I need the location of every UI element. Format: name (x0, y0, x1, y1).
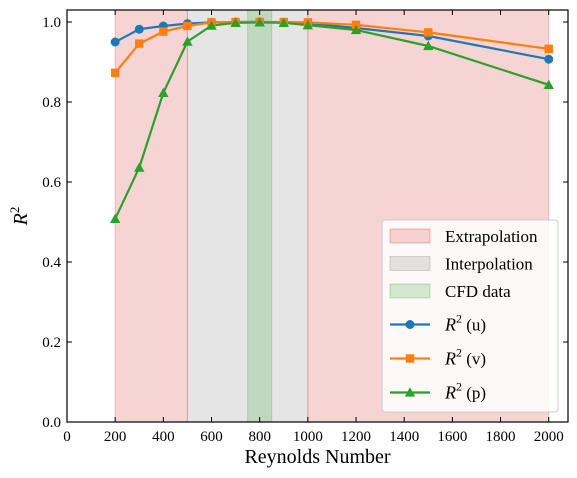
x-tick-label: 1400 (389, 429, 419, 445)
data-point-p-8 (302, 20, 314, 30)
x-tick-label: 2000 (534, 429, 564, 445)
data-point-p-0 (109, 213, 121, 223)
x-tick-label: 1200 (341, 429, 371, 445)
data-point-p-1 (134, 162, 145, 172)
x-tick-label: 0 (63, 429, 71, 445)
y-axis-ticks: 0.0 0.2 0.4 0.6 0.8 1.0 (42, 15, 568, 431)
data-point-p-6 (254, 17, 265, 27)
data-point-v-2 (159, 27, 168, 36)
legend-label-v: R2 (v) (444, 346, 486, 369)
region-cfd-data-0 (247, 9, 273, 423)
data-point-u-0 (110, 37, 120, 47)
x-tick-label: 1000 (293, 429, 323, 445)
x-tick-label: 1600 (437, 429, 467, 445)
legend-swatch-cfd-data (389, 283, 431, 299)
x-tick-label: 800 (248, 429, 271, 445)
region-extrapolation-0 (114, 9, 188, 423)
legend-marker-u (405, 320, 415, 329)
y-tick-label: 0.2 (42, 335, 61, 351)
legend-swatch-extrapolation (389, 228, 431, 244)
data-point-v-1 (135, 39, 144, 48)
x-axis-label: Reynolds Number (244, 446, 390, 468)
data-point-p-5 (230, 17, 241, 27)
x-tick-label: 1800 (486, 429, 516, 445)
legend-label-p: R2 (p) (444, 380, 486, 403)
y-tick-label: 0.4 (42, 255, 61, 271)
legend-label-u: R2 (u) (444, 312, 486, 335)
data-point-u-1 (134, 24, 144, 34)
y-tick-label: 0.0 (42, 415, 61, 431)
data-point-p-9 (350, 24, 362, 35)
series-markers (109, 17, 554, 223)
x-tick-label: 400 (152, 429, 175, 445)
y-tick-label: 0.8 (42, 95, 61, 111)
legend-swatch-interpolation (389, 256, 431, 271)
data-point-p-3 (182, 36, 193, 46)
data-point-p-11 (543, 79, 554, 89)
data-point-v-10 (424, 28, 433, 37)
y-axis-label: R2 (7, 207, 32, 227)
legend-marker-p (404, 387, 416, 397)
series-line-p (114, 21, 550, 220)
legend-marker-v (405, 354, 415, 363)
data-point-p-7 (278, 17, 289, 27)
legend-label-extrapolation: Extrapolation (445, 227, 538, 246)
y-tick-label: 0.6 (42, 175, 61, 191)
data-point-v-3 (183, 21, 192, 31)
x-tick-label: 600 (200, 429, 223, 445)
data-point-p-4 (206, 20, 217, 30)
data-point-u-11 (544, 54, 554, 64)
x-tick-label: 200 (104, 429, 127, 445)
data-point-v-11 (544, 44, 553, 53)
legend-label-interpolation: Interpolation (445, 255, 533, 274)
legend-box (381, 219, 559, 413)
y-tick-label: 1.0 (42, 15, 61, 31)
x-axis-ticks: 0 200 400 600 800 1000 1200 1400 1600 1800 2000 (63, 10, 564, 445)
legend-label-cfd-data: CFD data (445, 282, 511, 301)
plot-frame (66, 9, 569, 423)
data-point-p-10 (423, 40, 434, 51)
data-point-v-0 (110, 68, 120, 77)
legend: Extrapolation Interpolation CFD data R2 (u)… (381, 219, 559, 413)
data-point-p-2 (158, 87, 169, 97)
